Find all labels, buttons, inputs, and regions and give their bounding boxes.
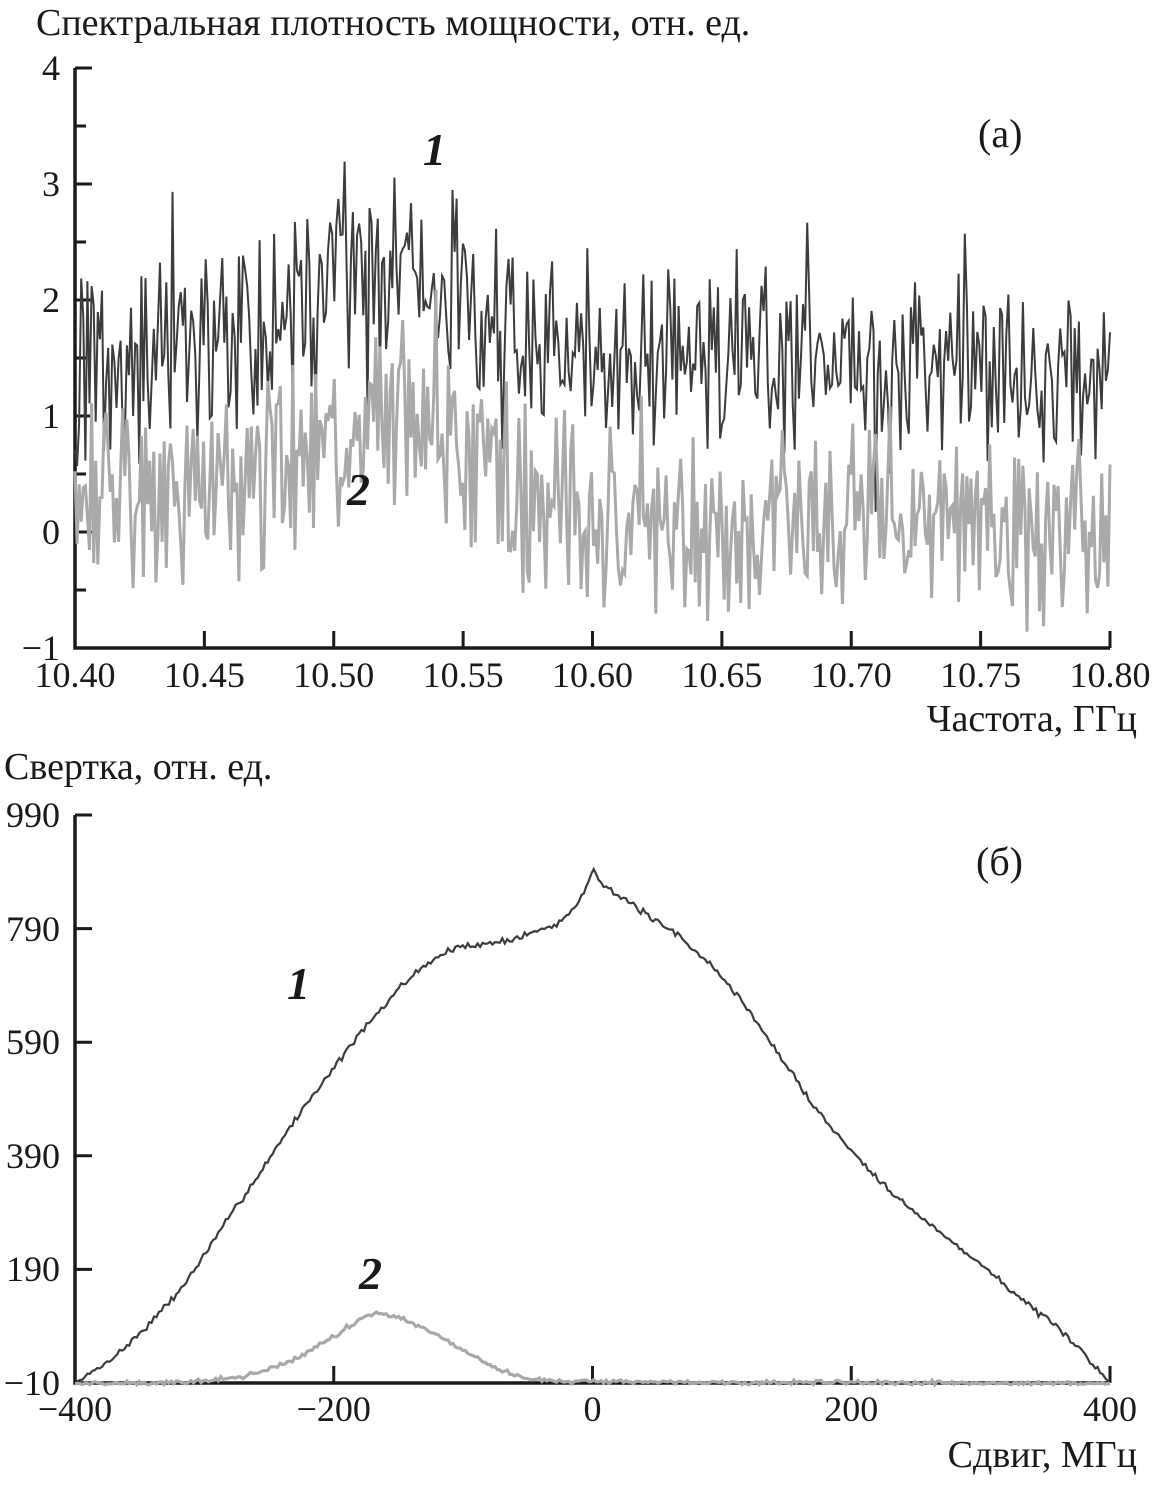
panel-b-ytick-label: 190 [6,1249,60,1290]
panel-a-xtick-label: 10.50 [293,655,375,695]
panel-b-series-2-line [75,1310,1110,1388]
panel-b-curve-2-label: 2 [359,1248,382,1299]
panel-a-ytick-label: 3 [42,164,60,204]
panel-a-xaxis-label: Частота, ГГц [926,698,1137,740]
panel-a-curve-1-label: 1 [423,124,446,175]
panel-b-xtick-label: −400 [37,1389,113,1429]
panel-b-corner-label: (б) [976,839,1023,884]
panel-a-xtick-label: 10.75 [940,655,1022,695]
panel-a-axis [73,68,1110,650]
panel-a-xtick-label: 10.60 [552,655,633,695]
panel-b-ytick-label: −10 [3,1363,60,1403]
panel-b-xtick-label: −200 [296,1389,371,1429]
panel-a-ytick-label: 2 [42,280,60,320]
panel-b-series-1-line [74,866,1111,1384]
panel-a-curve-2-label: 2 [347,464,370,515]
panel-b-xtick-label: 200 [824,1389,879,1429]
panel-a-title: Спектральная плотность мощности, отн. ед… [36,2,751,44]
panel-a-xtick-label: 10.70 [810,655,892,695]
panel-b-ytick-label: 390 [6,1135,60,1176]
panel-a-series-1-line [74,161,1111,512]
panel-b-xaxis-label: Сдвиг, МГц [947,1434,1137,1476]
panel-b-ytick-label: 790 [6,908,60,949]
panel-b-xtick-label: 0 [583,1389,602,1429]
panel-a-corner-label: (а) [978,111,1023,156]
panel-b-axis [73,815,1110,1385]
panel-a-xtick-label: 10.45 [163,655,245,695]
panel-a-ytick-label: 4 [42,48,60,88]
panel-a-xtick-label: 10.80 [1069,655,1151,695]
panel-a-xtick-label: 10.65 [681,655,763,695]
panel-a-xtick-label: 10.40 [34,655,116,695]
panel-b-ytick-label: 590 [6,1022,60,1063]
panel-a-xtick-label: 10.55 [422,655,504,695]
panel-a-series-2-line [73,289,1112,632]
panel-a-ytick-label: −1 [21,628,60,668]
panel-b-xtick-label: 400 [1083,1389,1137,1429]
panel-b-ytick-label: 990 [6,795,60,835]
panel-a-ytick-label: 0 [42,512,60,552]
panel-a-ytick-label: 1 [42,396,60,436]
panel-b-title: Свертка, отн. ед. [4,746,273,788]
panel-b-curve-1-label: 1 [287,958,310,1009]
